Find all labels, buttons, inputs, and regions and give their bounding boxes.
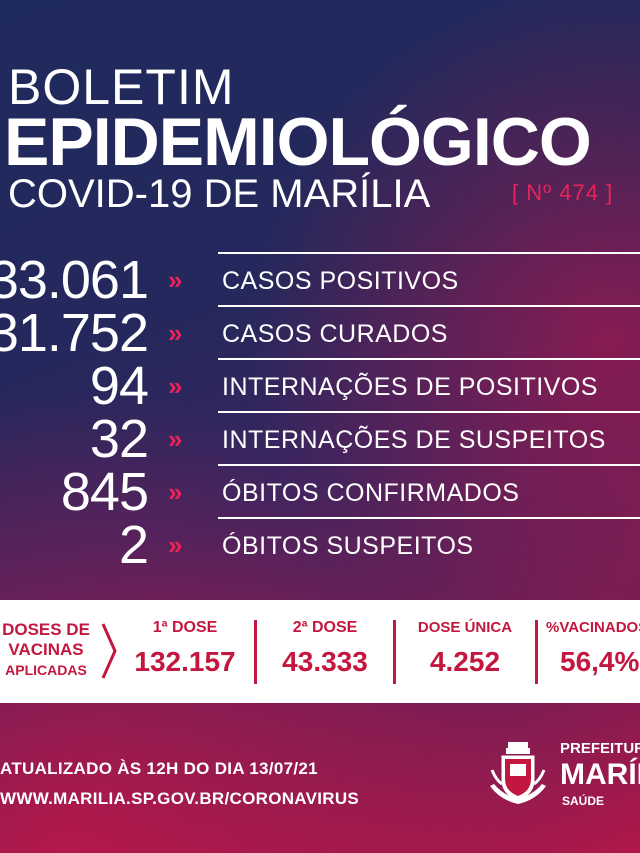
vaccine-col-percent-vaccinated: %VACINADOS 56,4% [546,618,640,688]
double-chevron-icon: » [168,318,183,348]
vaccine-divider [535,620,538,684]
stat-divider [218,517,640,519]
double-chevron-icon: » [168,530,183,560]
vaccine-col-value: 4.252 [429,646,501,677]
marilia-label: MARÍLIA [560,758,640,791]
stat-row-casos-curados: 31.752 » CASOS CURADOS [0,303,640,363]
prefeitura-label: PREFEITURA [560,740,640,757]
double-chevron-icon: » [168,265,183,295]
vaccine-col-value: 56,4% [560,646,640,677]
subtitle-covid-marilia: COVID-19 DE MARÍLIA [8,172,431,216]
vaccination-heading-line: DOSES DE [2,620,90,639]
saude-label: SAÚDE [562,794,605,808]
stat-divider [218,252,640,254]
stat-label: INTERNAÇÕES DE POSITIVOS [222,373,598,401]
vaccine-col-single-dose: DOSE ÚNICA 4.252 [400,618,530,688]
vaccination-heading-line: VACINAS [8,640,84,659]
stat-divider [218,305,640,307]
stat-divider [218,358,640,360]
stat-row-casos-positivos: 33.061 » CASOS POSITIVOS [0,250,640,310]
stat-label: ÓBITOS SUSPEITOS [222,532,474,560]
stat-value: 2 [118,515,149,575]
stat-value: 94 [89,356,149,416]
website-url-path: CORONAVIRUS [229,789,360,808]
stat-label: ÓBITOS CONFIRMADOS [222,479,520,507]
edition-number: [ Nº 474 ] [512,180,614,205]
stat-label: INTERNAÇÕES DE SUSPEITOS [222,426,606,454]
vaccine-col-label: 2ª DOSE [292,619,358,636]
vaccine-divider [393,620,396,684]
vaccine-col-label: %VACINADOS [546,619,640,636]
stat-row-obitos-suspeitos: 2 » ÓBITOS SUSPEITOS [0,515,640,575]
updated-timestamp: ATUALIZADO ÀS 12H DO DIA 13/07/21 [0,759,318,778]
city-crest-icon [490,742,546,804]
chevron-right-icon [101,623,117,679]
title-epidemiologico: EPIDEMIOLÓGICO [4,104,592,180]
vaccine-divider [254,620,257,684]
stat-label: CASOS CURADOS [222,320,448,348]
stat-row-internacoes-suspeitos: 32 » INTERNAÇÕES DE SUSPEITOS [0,409,640,469]
stat-value: 32 [89,409,149,469]
stat-label: CASOS POSITIVOS [222,267,459,295]
double-chevron-icon: » [168,424,183,454]
vaccination-panel: DOSES DE VACINAS APLICADAS 1ª DOSE 132.1… [0,600,640,703]
vaccine-col-first-dose: 1ª DOSE 132.157 [122,618,248,688]
stat-row-internacoes-positivos: 94 » INTERNAÇÕES DE POSITIVOS [0,356,640,416]
stat-value: 33.061 [0,250,149,310]
vaccine-col-label: DOSE ÚNICA [417,619,513,636]
website-link[interactable]: WWW.MARILIA.SP.GOV.BR/CORONAVIRUS [0,788,359,810]
stat-divider [218,464,640,466]
stat-row-obitos-confirmados: 845 » ÓBITOS CONFIRMADOS [0,462,640,522]
stat-value: 845 [60,462,149,522]
double-chevron-icon: » [168,371,183,401]
vaccine-col-second-dose: 2ª DOSE 43.333 [262,618,388,688]
vaccination-heading: DOSES DE VACINAS APLICADAS [0,620,94,680]
vaccine-col-label: 1ª DOSE [152,619,218,636]
title-boletim: BOLETIM [8,59,235,115]
double-chevron-icon: » [168,477,183,507]
vaccine-col-value: 43.333 [282,646,368,677]
stat-divider [218,411,640,413]
website-url: WWW.MARILIA.SP.GOV.BR/ [0,789,230,808]
vaccination-heading-line: APLICADAS [5,662,87,678]
stat-value: 31.752 [0,303,149,363]
vaccine-col-value: 132.157 [134,646,236,677]
